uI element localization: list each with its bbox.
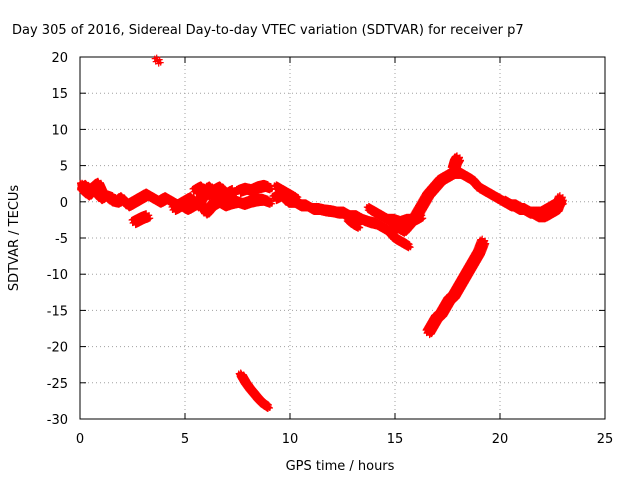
y-tick-label: -25: [47, 377, 68, 392]
data-series: [233, 179, 275, 197]
y-tick-label: -5: [55, 232, 68, 247]
y-tick-label: -30: [47, 413, 68, 428]
y-tick-label: 0: [60, 196, 68, 211]
data-points: [77, 54, 567, 412]
y-tick-label: 15: [51, 87, 68, 102]
y-tick-label: -10: [47, 268, 68, 283]
grid: [80, 57, 605, 419]
x-axis-ticks: 0 5 10 15 20 25: [76, 57, 613, 447]
y-tick-label: -20: [47, 341, 68, 356]
x-tick-label: 0: [76, 432, 84, 447]
x-tick-label: 20: [492, 432, 509, 447]
x-tick-label: 10: [282, 432, 299, 447]
chart-title: Day 305 of 2016, Sidereal Day-to-day VTE…: [12, 23, 524, 38]
y-axis-ticks: -30 -25 -20 -15 -10 -5 0 5 10 15 20: [47, 51, 605, 428]
y-tick-label: 20: [51, 51, 68, 66]
plot-frame: [79, 56, 606, 420]
data-series: [235, 369, 273, 412]
data-series: [151, 54, 164, 67]
data-series: [128, 210, 154, 229]
y-tick-label: -15: [47, 304, 68, 319]
x-tick-label: 15: [387, 432, 404, 447]
y-tick-label: 10: [51, 123, 68, 138]
y-tick-label: 5: [60, 160, 68, 175]
x-tick-label: 5: [181, 432, 189, 447]
x-tick-label: 25: [597, 432, 614, 447]
